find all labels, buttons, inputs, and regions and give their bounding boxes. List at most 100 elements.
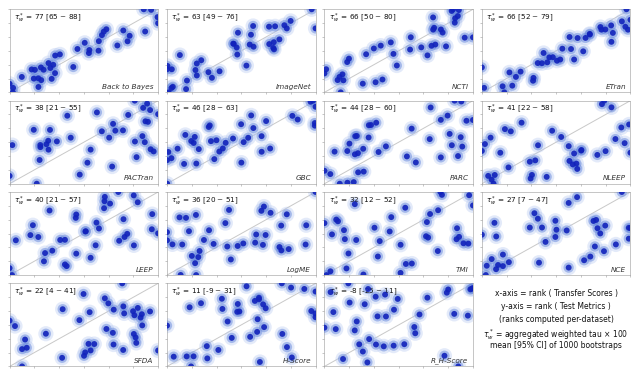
Point xyxy=(625,17,636,23)
Point xyxy=(44,208,54,214)
Point xyxy=(310,25,321,31)
Point xyxy=(292,116,303,122)
Point xyxy=(213,347,223,353)
Point xyxy=(202,355,212,361)
Point xyxy=(74,317,84,323)
Text: $\tau_w^*$ = 66 [50 ~ 80]: $\tau_w^*$ = 66 [50 ~ 80] xyxy=(329,12,397,25)
Point xyxy=(381,143,391,149)
Point xyxy=(600,222,611,228)
Point xyxy=(175,272,186,278)
Point xyxy=(468,285,478,291)
Point xyxy=(129,331,139,337)
Point xyxy=(457,144,467,150)
Point xyxy=(564,34,575,40)
Point xyxy=(79,40,90,46)
Point xyxy=(122,38,132,44)
Point xyxy=(308,98,318,104)
Point xyxy=(130,98,140,104)
Point xyxy=(167,241,177,247)
Point xyxy=(504,259,514,265)
Point xyxy=(468,202,478,208)
Point xyxy=(385,228,395,234)
Point xyxy=(580,35,591,41)
Point xyxy=(354,341,364,347)
Point xyxy=(17,74,27,80)
Point xyxy=(451,236,461,242)
Point xyxy=(196,300,206,306)
Point xyxy=(527,172,537,178)
Point xyxy=(400,205,410,211)
Point xyxy=(97,128,107,134)
Point xyxy=(392,296,403,302)
Point xyxy=(564,34,575,40)
Point xyxy=(83,341,93,347)
Point xyxy=(300,286,310,292)
Point xyxy=(338,356,348,362)
Point xyxy=(286,285,296,291)
Point xyxy=(153,230,163,236)
Point xyxy=(153,111,163,117)
Point xyxy=(181,215,191,221)
Point xyxy=(450,15,460,21)
Point xyxy=(113,189,124,195)
Point xyxy=(39,258,49,264)
Text: Back to Bayes: Back to Bayes xyxy=(102,84,154,90)
Point xyxy=(189,140,199,146)
Point xyxy=(129,331,139,337)
Point xyxy=(428,27,438,33)
Point xyxy=(321,66,332,72)
Point xyxy=(331,326,341,332)
Point xyxy=(341,266,351,272)
Point xyxy=(499,89,509,95)
Point xyxy=(625,17,636,23)
Point xyxy=(31,181,42,187)
Point xyxy=(246,32,256,38)
Point xyxy=(140,139,150,145)
Point xyxy=(223,318,233,324)
Point xyxy=(17,74,27,80)
Point xyxy=(369,45,379,51)
Point xyxy=(442,290,452,296)
Point xyxy=(36,64,46,70)
Point xyxy=(257,133,267,139)
Point xyxy=(145,146,156,152)
Point xyxy=(456,134,466,140)
Point xyxy=(222,244,232,250)
Point xyxy=(454,234,464,240)
Point xyxy=(491,266,501,272)
Point xyxy=(287,355,297,360)
Point xyxy=(45,127,55,133)
Point xyxy=(458,240,468,246)
Point xyxy=(140,118,150,124)
Point xyxy=(376,43,386,49)
Point xyxy=(569,151,579,157)
Point xyxy=(241,283,252,289)
Point xyxy=(342,59,352,65)
Point xyxy=(358,349,368,355)
Point xyxy=(148,148,159,154)
Point xyxy=(195,248,205,254)
Point xyxy=(525,159,535,165)
Point xyxy=(129,331,139,337)
Point xyxy=(555,57,565,62)
Point xyxy=(259,203,269,209)
Point xyxy=(454,234,464,240)
Point xyxy=(166,66,177,72)
Point xyxy=(186,363,196,369)
Point xyxy=(464,192,474,198)
Point xyxy=(206,138,216,144)
Point xyxy=(36,77,46,83)
Point xyxy=(99,29,109,35)
Point xyxy=(351,318,362,324)
Point xyxy=(596,27,607,33)
Point xyxy=(138,133,148,139)
Point xyxy=(269,39,279,45)
Point xyxy=(99,198,109,204)
Point xyxy=(211,137,221,143)
Point xyxy=(99,29,109,35)
Point xyxy=(606,22,616,28)
Point xyxy=(50,70,60,76)
Point xyxy=(617,189,627,195)
Point xyxy=(578,48,588,54)
Point xyxy=(592,152,602,158)
